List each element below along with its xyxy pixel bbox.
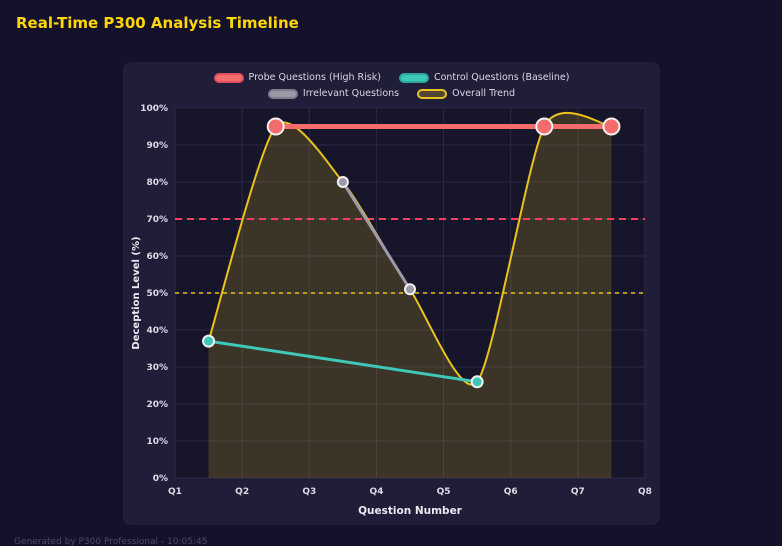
y-tick-label: 70%: [146, 215, 168, 225]
y-tick-label: 60%: [146, 252, 168, 262]
chart-legend: Probe Questions (High Risk) Control Quest…: [123, 72, 660, 99]
page-title: Real-Time P300 Analysis Timeline: [16, 14, 299, 32]
x-tick-label: Q7: [571, 487, 585, 497]
x-tick-label: Q2: [235, 487, 249, 497]
footer-note: Generated by P300 Professional - 10:05:4…: [14, 537, 208, 546]
legend-swatch: [398, 72, 429, 83]
y-tick-label: 20%: [146, 400, 168, 410]
x-tick-label: Q3: [302, 487, 316, 497]
legend-label: Irrelevant Questions: [302, 88, 400, 99]
x-tick-label: Q8: [638, 487, 652, 497]
timeline-chart: 0% 10% 20% 30% 40% 50% 60% 70% 80% 90% 100% Q1 Q2 Q3 Q…: [131, 104, 652, 517]
data-point-probe: [602, 117, 621, 136]
y-axis-label: Deception Level (%): [131, 236, 142, 349]
legend-item-control[interactable]: Control Questions (Baseline): [398, 72, 570, 83]
legend-item-irrelevant[interactable]: Irrelevant Questions: [267, 88, 400, 99]
data-point-irrelevant: [336, 176, 349, 188]
data-point-probe: [266, 117, 285, 136]
y-tick-label: 50%: [146, 289, 168, 299]
x-tick-label: Q5: [437, 487, 451, 497]
y-tick-label: 10%: [146, 437, 168, 447]
y-tick-label: 80%: [146, 178, 168, 188]
series-line-irrelevant: [341, 180, 412, 291]
legend-label: Overall Trend: [452, 88, 516, 99]
legend-item-probe[interactable]: Probe Questions (High Risk): [213, 72, 381, 83]
trend-area-fill: [208, 112, 612, 478]
y-tick-label: 0%: [153, 474, 168, 484]
y-tick-label: 90%: [146, 141, 168, 151]
legend-swatch: [267, 88, 298, 99]
legend-swatch: [417, 88, 448, 99]
legend-item-overall[interactable]: Overall Trend: [417, 88, 515, 99]
legend-swatch: [213, 72, 244, 83]
legend-label: Probe Questions (High Risk): [248, 72, 381, 83]
y-tick-label: 30%: [146, 363, 168, 373]
y-tick-label: 100%: [140, 104, 168, 114]
x-tick-label: Q1: [168, 487, 182, 497]
x-tick-label: Q6: [504, 487, 518, 497]
data-point-irrelevant: [404, 283, 416, 296]
legend-label: Control Questions (Baseline): [433, 72, 570, 83]
data-point-control: [202, 334, 216, 348]
data-point-control: [470, 375, 484, 389]
chart-panel: 0% 10% 20% 30% 40% 50% 60% 70% 80% 90% 100% Q1 Q2 Q3 Q…: [123, 62, 660, 525]
x-tick-label: Q4: [369, 487, 383, 497]
data-point-probe: [535, 117, 554, 136]
y-tick-label: 40%: [146, 326, 168, 336]
x-axis-label: Question Number: [358, 505, 463, 517]
series-line-control: [207, 339, 479, 384]
